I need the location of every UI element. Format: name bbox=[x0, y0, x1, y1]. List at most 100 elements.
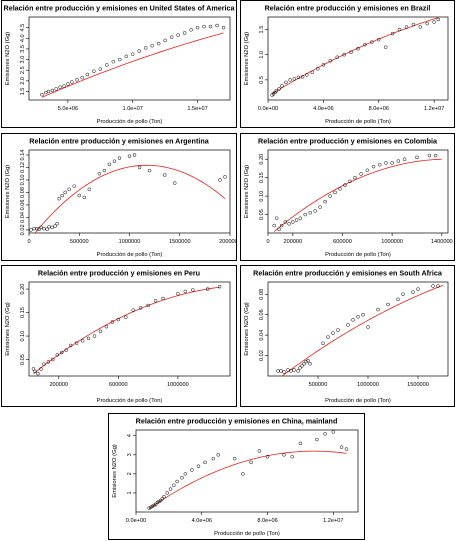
x-tick-label: 0 bbox=[266, 239, 269, 245]
y-tick-label: 0.10 bbox=[259, 191, 265, 202]
data-point bbox=[303, 212, 307, 217]
data-point bbox=[315, 437, 319, 442]
fit-curve bbox=[33, 286, 220, 375]
data-point bbox=[37, 227, 41, 232]
data-point bbox=[328, 194, 332, 198]
data-point bbox=[279, 369, 283, 373]
plot-frame bbox=[28, 16, 231, 101]
data-point bbox=[218, 178, 222, 182]
data-point bbox=[42, 362, 46, 366]
data-point bbox=[280, 84, 284, 88]
data-point bbox=[302, 361, 306, 366]
x-tick-label: 0 bbox=[27, 239, 30, 245]
data-point bbox=[298, 216, 303, 220]
x-tick-label: 1.0e+07 bbox=[123, 106, 143, 112]
data-point bbox=[35, 226, 39, 231]
data-point bbox=[276, 369, 280, 373]
data-point bbox=[377, 163, 382, 167]
data-point bbox=[321, 63, 326, 67]
data-point bbox=[402, 157, 407, 161]
y-tick-label: 4.5 bbox=[20, 24, 26, 32]
data-point bbox=[257, 449, 262, 453]
data-point bbox=[436, 284, 440, 288]
data-point bbox=[156, 41, 161, 46]
data-point bbox=[282, 453, 286, 457]
x-tick-label: 1.2e+07 bbox=[323, 518, 343, 524]
data-point bbox=[377, 37, 381, 42]
data-point bbox=[85, 72, 90, 77]
data-point bbox=[57, 196, 61, 201]
x-tick-label: 1000000 bbox=[357, 382, 379, 388]
data-point bbox=[80, 339, 85, 343]
data-point bbox=[223, 175, 227, 179]
data-point bbox=[82, 195, 87, 200]
data-point bbox=[127, 154, 132, 158]
data-point bbox=[272, 223, 276, 228]
y-tick-label: 0.06 bbox=[20, 199, 26, 210]
data-point bbox=[339, 445, 344, 449]
data-point bbox=[318, 205, 322, 209]
data-point bbox=[60, 193, 64, 198]
data-point bbox=[416, 287, 420, 291]
plot-frame bbox=[267, 16, 449, 101]
plot-frame bbox=[267, 149, 449, 234]
data-point bbox=[55, 221, 59, 226]
y-tick-label: 0.08 bbox=[259, 289, 265, 300]
data-point bbox=[77, 193, 81, 198]
data-point bbox=[366, 325, 370, 329]
data-point bbox=[321, 341, 325, 346]
data-point bbox=[105, 63, 109, 67]
data-point bbox=[386, 302, 390, 307]
chart-panel-argentina: Relación entre producción y emisiones en… bbox=[1, 133, 237, 261]
x-tick-label: 2000000 bbox=[219, 239, 236, 245]
data-point bbox=[175, 479, 179, 484]
data-point bbox=[183, 289, 188, 294]
data-point bbox=[316, 67, 320, 71]
data-point bbox=[162, 494, 166, 499]
data-point bbox=[110, 320, 115, 324]
x-axis-label: Producción de pollo (Ton) bbox=[97, 252, 163, 258]
data-point bbox=[102, 168, 107, 173]
data-point bbox=[241, 472, 245, 476]
data-point bbox=[427, 153, 432, 158]
y-tick-label: 2.0 bbox=[20, 77, 26, 85]
y-axis-label: Emisiones N2O (Gg) bbox=[5, 165, 11, 219]
data-point bbox=[338, 186, 342, 191]
data-point bbox=[98, 67, 103, 71]
data-point bbox=[217, 284, 222, 289]
data-point bbox=[46, 89, 51, 94]
data-point bbox=[55, 353, 60, 357]
fit-curve bbox=[41, 32, 224, 98]
data-point bbox=[359, 172, 363, 176]
data-point bbox=[64, 348, 68, 352]
y-tick-label: 0.14 bbox=[20, 150, 26, 161]
chart-svg: Relación entre producción y emisiones en… bbox=[5, 269, 231, 404]
data-point bbox=[283, 220, 288, 224]
data-point bbox=[296, 75, 301, 80]
data-point bbox=[371, 164, 376, 169]
x-tick-label: 0.0e+00 bbox=[258, 106, 278, 112]
data-point bbox=[112, 159, 117, 163]
data-point bbox=[308, 361, 312, 366]
y-tick-label: 1.5 bbox=[20, 88, 26, 96]
chart-title: Relación entre producción y emisiones en… bbox=[4, 4, 236, 13]
data-point bbox=[191, 288, 195, 292]
data-point bbox=[39, 367, 43, 371]
fit-curve bbox=[148, 450, 347, 510]
chart-panel-south-africa: Relación entre producción y emisiones en… bbox=[240, 265, 455, 407]
chart-svg: Relación entre producción y emisiones en… bbox=[5, 137, 236, 259]
data-point bbox=[404, 25, 409, 29]
chart-svg: Relación entre producción y emisiones en… bbox=[112, 417, 359, 537]
data-point bbox=[87, 187, 92, 192]
data-point bbox=[348, 179, 352, 184]
y-tick-label: 1.5 bbox=[259, 26, 265, 34]
data-point bbox=[294, 218, 299, 222]
data-point bbox=[291, 220, 295, 224]
data-point bbox=[68, 343, 73, 348]
x-tick-label: 8.0e+06 bbox=[257, 518, 277, 524]
data-point bbox=[282, 370, 286, 374]
data-point bbox=[32, 226, 36, 231]
y-tick-label: 4 bbox=[127, 434, 133, 437]
plot-frame bbox=[28, 281, 231, 377]
x-tick-label: 200000 bbox=[49, 382, 68, 388]
